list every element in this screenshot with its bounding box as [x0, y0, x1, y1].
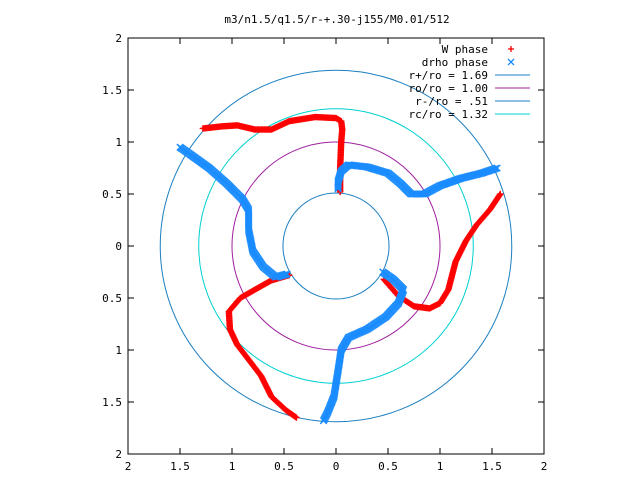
y-tick-labels: 2 1.5 1 0.5 0 0.5 1 1.5 2 [102, 32, 122, 461]
legend-label: rc/ro = 1.32 [409, 108, 488, 121]
y-tick-label: 0.5 [102, 188, 122, 201]
x-tick-label: 2 [541, 460, 548, 473]
y-tick-label: 0.5 [102, 292, 122, 305]
x-tick-labels: 2 1.5 1 0.5 0 0.5 1 1.5 2 [125, 460, 548, 473]
legend-label: ro/ro = 1.00 [409, 82, 488, 95]
axis-ticks [127, 37, 545, 455]
y-tick-label: 1.5 [102, 396, 122, 409]
legend-label: r-/ro = .51 [415, 95, 488, 108]
x-tick-label: 1 [229, 460, 236, 473]
legend-label: r+/ro = 1.69 [409, 69, 488, 82]
y-tick-label: 2 [115, 32, 122, 45]
radius-circle [159, 69, 513, 423]
chart-title: m3/n1.5/q1.5/r-+.30-j155/M0.01/512 [224, 13, 449, 26]
x-tick-label: 1.5 [482, 460, 502, 473]
x-tick-label: 0.5 [274, 460, 294, 473]
x-tick-label: 0.5 [378, 460, 398, 473]
y-tick-label: 1 [115, 136, 122, 149]
w-phase-point [293, 414, 300, 421]
x-tick-label: 1.5 [170, 460, 190, 473]
w-phase-point [292, 413, 299, 421]
y-tick-label: 0 [115, 240, 122, 253]
x-tick-label: 2 [125, 460, 132, 473]
drho-phase-point [493, 164, 501, 172]
drho-phase-point [319, 417, 328, 425]
w-phase-point [199, 125, 207, 132]
radius-circle [231, 141, 441, 351]
phase-points [176, 113, 504, 425]
radius-circles [159, 69, 513, 423]
legend-swatch [507, 58, 515, 66]
x-tick-label: 1 [437, 460, 444, 473]
y-tick-label: 1 [115, 344, 122, 357]
legend-swatch [508, 46, 514, 52]
legend-label: drho phase [422, 56, 488, 69]
drho-phase-point [176, 143, 184, 151]
radius-circle [282, 192, 390, 300]
legend-label: W phase [442, 43, 488, 56]
w-phase-point [497, 190, 504, 198]
y-tick-label: 2 [115, 448, 122, 461]
x-tick-label: 0 [333, 460, 340, 473]
y-tick-label: 1.5 [102, 84, 122, 97]
radius-circle [198, 108, 474, 384]
